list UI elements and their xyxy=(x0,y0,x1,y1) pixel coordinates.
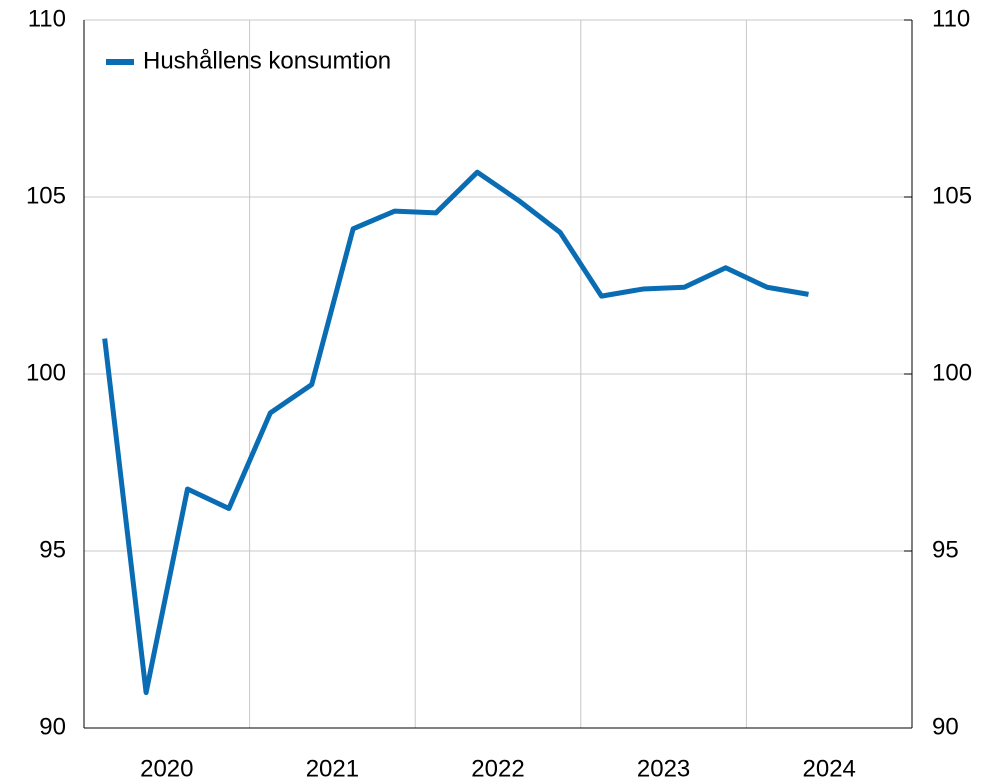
x-tick-label: 2021 xyxy=(306,755,359,782)
y-tick-label: 110 xyxy=(28,5,66,32)
y2-tick-label: 100 xyxy=(932,359,972,386)
y-tick-label: 100 xyxy=(26,359,66,386)
y2-tick-label: 95 xyxy=(932,536,959,563)
y-tick-label: 95 xyxy=(39,536,66,563)
x-tick-label: 2023 xyxy=(637,755,690,782)
y2-tick-label: 105 xyxy=(932,182,972,209)
y-tick-label: 90 xyxy=(39,713,66,740)
x-tick-label: 2022 xyxy=(471,755,524,782)
y2-tick-label: 90 xyxy=(932,713,959,740)
y2-tick-label: 110 xyxy=(932,5,970,32)
x-tick-label: 2024 xyxy=(803,755,856,782)
data-line xyxy=(102,169,809,696)
legend-label: Hushållens konsumtion xyxy=(143,47,391,74)
x-tick-label: 2020 xyxy=(140,755,193,782)
y-tick-label: 105 xyxy=(26,182,66,209)
